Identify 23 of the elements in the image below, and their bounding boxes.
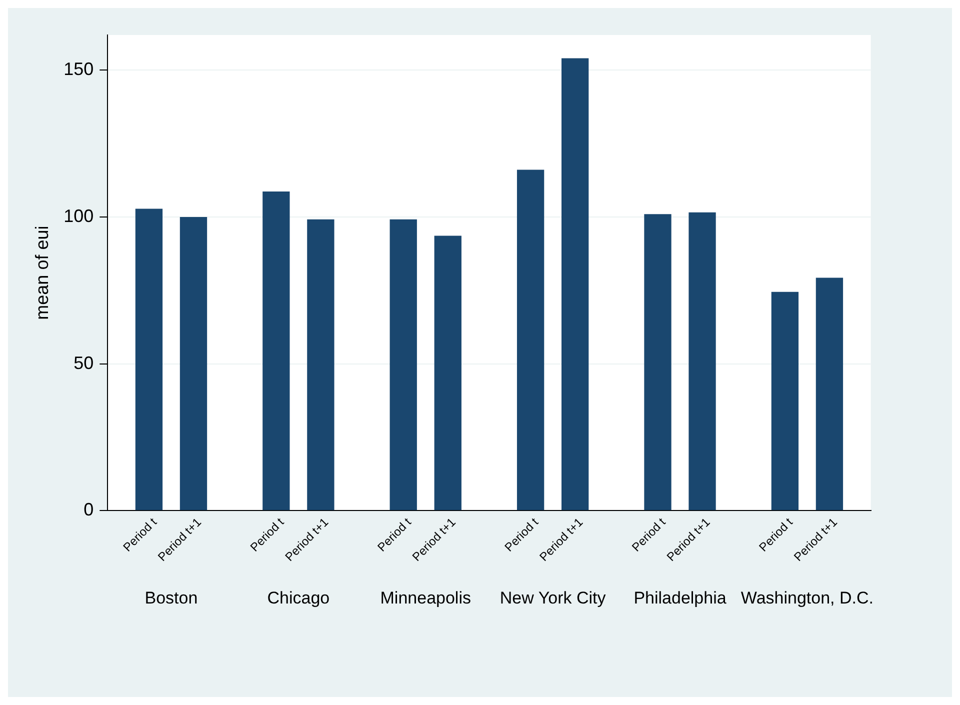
bar <box>180 217 208 510</box>
bar <box>516 170 544 510</box>
bar <box>135 208 163 510</box>
bar <box>434 236 462 510</box>
bar <box>644 214 672 510</box>
y-tick-label: 150 <box>64 59 94 80</box>
y-axis-title: mean of eui <box>32 226 52 320</box>
bar <box>561 58 589 510</box>
bar <box>307 219 334 510</box>
x-tick-label: New York City <box>500 588 606 608</box>
bar <box>390 219 417 510</box>
y-tick-label: 100 <box>64 206 94 226</box>
x-tick-label: Chicago <box>267 588 330 608</box>
y-tick-label: 0 <box>84 500 94 520</box>
bar <box>688 212 716 510</box>
x-tick-label: Boston <box>144 588 198 608</box>
bar <box>262 191 290 510</box>
x-tick-label: Philadelphia <box>634 588 727 608</box>
bar <box>771 292 799 510</box>
x-tick-label: Minneapolis <box>380 588 471 608</box>
bar <box>816 278 844 510</box>
x-tick-label: Washington, D.C. <box>740 588 874 608</box>
y-tick-label: 50 <box>74 352 94 373</box>
